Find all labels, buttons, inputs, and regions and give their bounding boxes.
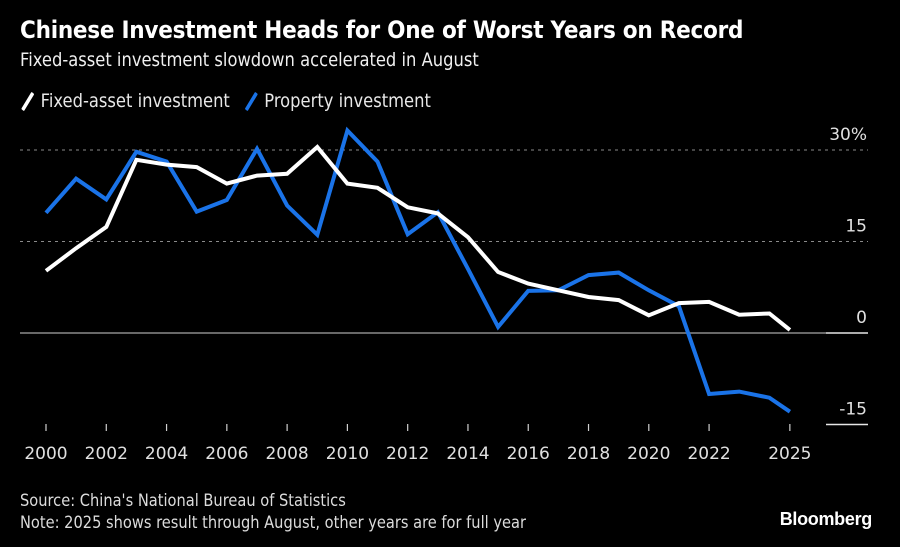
x-tick-label: 2010 (326, 444, 369, 464)
source-text: Source: China's National Bureau of Stati… (20, 491, 346, 511)
x-axis: 2000 2002 2004 2006 2008 2010 2012 2014 2016 2018… (24, 424, 811, 464)
x-tick-label: 2004 (145, 444, 188, 464)
series-line-fixed-asset (44, 144, 792, 332)
y-tick-label: 15 (845, 217, 867, 237)
x-tick-label: 2002 (85, 444, 128, 464)
source-note: Source: China's National Bureau of Stati… (20, 490, 526, 534)
legend-label-property: Property investment (264, 90, 431, 112)
gridlines (20, 149, 868, 426)
legend-item-fixed-asset: Fixed-asset investment (20, 90, 230, 112)
series-line-property (44, 126, 792, 414)
y-axis: 30% 15 0 -15 (829, 125, 867, 420)
x-tick-label: 2022 (687, 444, 730, 464)
y-tick-label: 0 (856, 308, 867, 328)
legend-label-fixed-asset: Fixed-asset investment (40, 90, 230, 112)
x-tick-label: 2012 (386, 444, 429, 464)
x-tick-label: 2008 (265, 444, 308, 464)
x-tick-label: 2020 (627, 444, 670, 464)
chart-subtitle: Fixed-asset investment slowdown accelera… (20, 49, 479, 71)
x-tick-label: 2006 (205, 444, 248, 464)
bloomberg-logo: Bloomberg (779, 509, 873, 529)
y-tick-label: 30% (829, 125, 867, 145)
chart-title: Chinese Investment Heads for One of Wors… (20, 16, 744, 44)
legend-item-property: Property investment (244, 90, 431, 112)
note-text: Note: 2025 shows result through August, … (20, 513, 526, 533)
x-tick-label: 2016 (507, 444, 550, 464)
x-tick-label: 2014 (446, 444, 489, 464)
y-tick-label: -15 (839, 400, 867, 420)
x-tick-label: 2025 (768, 444, 811, 464)
series-lines (44, 126, 792, 414)
legend: Fixed-asset investment Property investme… (20, 90, 445, 112)
x-tick-label: 2018 (567, 444, 610, 464)
x-tick-label: 2000 (24, 444, 67, 464)
